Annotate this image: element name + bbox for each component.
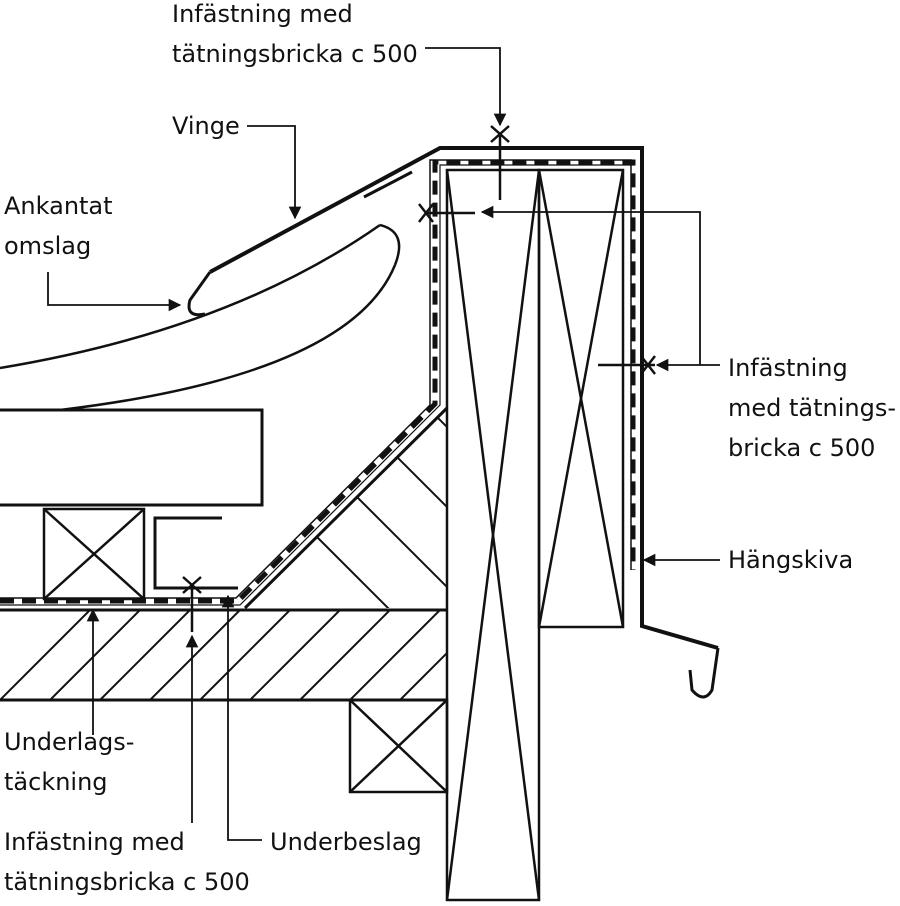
roof-curve-top bbox=[0, 223, 381, 370]
leader-side-fastening bbox=[480, 205, 701, 365]
block-bottom bbox=[348, 698, 449, 794]
slab-hatching bbox=[0, 610, 447, 700]
label-top-fastening: Infästning med tätningsbricka c 500 bbox=[172, 0, 418, 68]
label-fascia: Hängskiva bbox=[728, 546, 854, 574]
drip-hook bbox=[688, 647, 720, 699]
fastener-bottom bbox=[182, 576, 202, 632]
roof-curve-bottom bbox=[59, 264, 397, 412]
cap-flashing bbox=[209, 146, 719, 650]
wing-fold bbox=[187, 271, 212, 317]
label-folded-edge: Ankantat omslag bbox=[4, 192, 113, 260]
leader-top-fastening bbox=[425, 47, 507, 127]
label-right-fastening: Infästning med tätnings- bricka c 500 bbox=[728, 354, 897, 462]
label-bottom-fastening: Infästning med tätningsbricka c 500 bbox=[4, 828, 250, 896]
fastener-right bbox=[598, 355, 656, 375]
leader-wing bbox=[247, 125, 302, 220]
label-wing: Vinge bbox=[172, 112, 240, 140]
roof-beam bbox=[0, 408, 264, 507]
block-left bbox=[42, 507, 146, 601]
wedge-slope bbox=[243, 406, 449, 610]
roof-curve-end bbox=[379, 223, 401, 266]
fastener-top bbox=[490, 125, 510, 200]
fastener-side bbox=[418, 203, 475, 223]
membrane-outline-inner bbox=[0, 164, 635, 606]
label-under-flashing: Underbeslag bbox=[270, 828, 422, 856]
post-main bbox=[445, 168, 541, 902]
label-underlay: Underlags- täckning bbox=[4, 728, 135, 796]
leader-under-flashing bbox=[221, 594, 262, 841]
flashing-hook bbox=[153, 516, 238, 590]
leader-folded-edge bbox=[47, 272, 182, 312]
underlay-dashes bbox=[0, 159, 636, 604]
post-inner bbox=[537, 168, 625, 629]
wing-inner bbox=[363, 170, 413, 199]
